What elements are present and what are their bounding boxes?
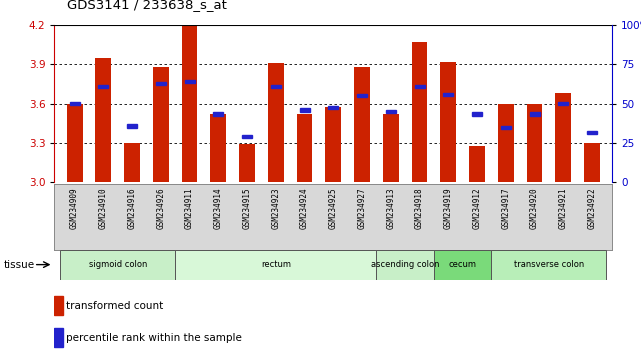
Text: ascending colon: ascending colon xyxy=(371,260,440,269)
Bar xyxy=(354,67,370,182)
Bar xyxy=(127,124,137,127)
Bar xyxy=(529,113,540,116)
Text: GSM234921: GSM234921 xyxy=(559,187,568,229)
Bar xyxy=(67,103,83,182)
Text: rectum: rectum xyxy=(261,260,291,269)
Text: GSM234912: GSM234912 xyxy=(472,187,481,229)
Bar xyxy=(498,103,513,182)
Text: GSM234918: GSM234918 xyxy=(415,187,424,229)
Text: percentile rank within the sample: percentile rank within the sample xyxy=(66,333,242,343)
Bar xyxy=(242,135,252,138)
Bar xyxy=(271,85,281,88)
Text: GSM234923: GSM234923 xyxy=(271,187,280,229)
Bar xyxy=(415,85,424,88)
Bar xyxy=(412,42,428,182)
Text: GSM234925: GSM234925 xyxy=(329,187,338,229)
Bar xyxy=(386,110,396,113)
Text: GDS3141 / 233638_s_at: GDS3141 / 233638_s_at xyxy=(67,0,227,11)
Bar xyxy=(492,250,606,280)
Bar xyxy=(181,26,197,182)
Text: GSM234920: GSM234920 xyxy=(530,187,539,229)
Bar xyxy=(297,114,312,182)
Bar xyxy=(96,58,112,182)
Bar xyxy=(558,102,569,105)
Text: GSM234922: GSM234922 xyxy=(588,187,597,229)
Bar xyxy=(444,93,453,96)
Bar xyxy=(472,113,482,116)
Text: GSM234927: GSM234927 xyxy=(358,187,367,229)
Text: tissue: tissue xyxy=(3,259,35,270)
Bar xyxy=(54,296,63,315)
Text: transformed count: transformed count xyxy=(66,301,163,311)
Bar xyxy=(98,85,108,88)
Text: GSM234911: GSM234911 xyxy=(185,187,194,229)
Bar xyxy=(357,94,367,97)
Bar xyxy=(268,63,284,182)
Text: GSM234913: GSM234913 xyxy=(387,187,395,229)
Bar xyxy=(210,114,226,182)
Text: GSM234910: GSM234910 xyxy=(99,187,108,229)
Text: GSM234926: GSM234926 xyxy=(156,187,165,229)
Bar xyxy=(70,102,79,105)
Bar xyxy=(60,250,175,280)
Bar xyxy=(54,328,63,347)
Bar xyxy=(383,114,399,182)
Bar xyxy=(124,143,140,182)
Text: GSM234917: GSM234917 xyxy=(501,187,510,229)
Bar xyxy=(213,113,223,116)
Bar xyxy=(156,82,166,86)
Text: GSM234919: GSM234919 xyxy=(444,187,453,229)
Bar xyxy=(376,250,434,280)
Bar xyxy=(328,106,338,109)
Bar xyxy=(153,67,169,182)
Bar xyxy=(239,144,255,182)
Bar xyxy=(587,131,597,134)
Bar xyxy=(326,108,341,182)
Bar xyxy=(555,93,571,182)
Bar xyxy=(469,145,485,182)
Bar xyxy=(440,62,456,182)
Bar xyxy=(501,126,511,129)
Text: sigmoid colon: sigmoid colon xyxy=(88,260,147,269)
Bar xyxy=(527,103,542,182)
Text: GSM234909: GSM234909 xyxy=(70,187,79,229)
Text: GSM234916: GSM234916 xyxy=(128,187,137,229)
Bar xyxy=(434,250,492,280)
Text: GSM234914: GSM234914 xyxy=(214,187,223,229)
Text: GSM234915: GSM234915 xyxy=(242,187,251,229)
Text: GSM234924: GSM234924 xyxy=(300,187,309,229)
Bar xyxy=(185,80,195,83)
Text: transverse colon: transverse colon xyxy=(514,260,584,269)
Bar xyxy=(299,108,310,112)
Bar xyxy=(584,143,600,182)
Text: cecum: cecum xyxy=(449,260,477,269)
Bar xyxy=(175,250,376,280)
